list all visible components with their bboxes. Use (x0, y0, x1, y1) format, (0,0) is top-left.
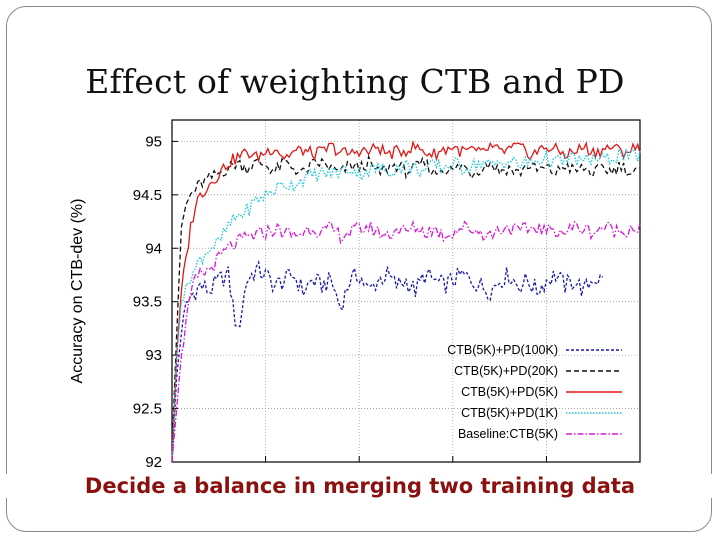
y-tick-label: 92 (145, 454, 162, 471)
axis-layer: 92 92.5 93 93.5 94 94.5 95 (133, 119, 641, 471)
series-line (171, 147, 641, 463)
series-line (171, 219, 641, 463)
slide-caption: Decide a balance in merging two training… (0, 474, 720, 498)
y-tick-label: 93 (145, 347, 162, 364)
legend-label: CTB(5K)+PD(5K) (461, 385, 558, 399)
series-line (171, 139, 641, 463)
legend-label: Baseline:CTB(5K) (458, 427, 558, 441)
y-axis-label: Accuracy on CTB-dev (%) (69, 199, 86, 384)
slide-frame (6, 6, 712, 532)
legend: CTB(5K)+PD(100K) CTB(5K)+PD(20K) CTB(5K)+P… (447, 343, 622, 441)
series-line (171, 259, 604, 463)
series-line (171, 154, 641, 452)
y-tick-label: 94 (145, 240, 162, 257)
plot-frame (171, 119, 641, 463)
y-tick-label: 93.5 (133, 294, 162, 311)
legend-label: CTB(5K)+PD(100K) (447, 343, 558, 357)
y-tick-label: 92.5 (133, 401, 162, 418)
legend-label: CTB(5K)+PD(20K) (454, 364, 558, 378)
y-tick-label: 95 (145, 133, 162, 150)
series-layer (171, 139, 641, 463)
y-tick-label: 94.5 (133, 187, 162, 204)
slide-title: Effect of weighting CTB and PD (85, 62, 625, 101)
legend-label: CTB(5K)+PD(1K) (461, 406, 558, 420)
chart: 92 92.5 93 93.5 94 94.5 95 CTB(5K)+PD(100K) CTB… (60, 112, 660, 472)
